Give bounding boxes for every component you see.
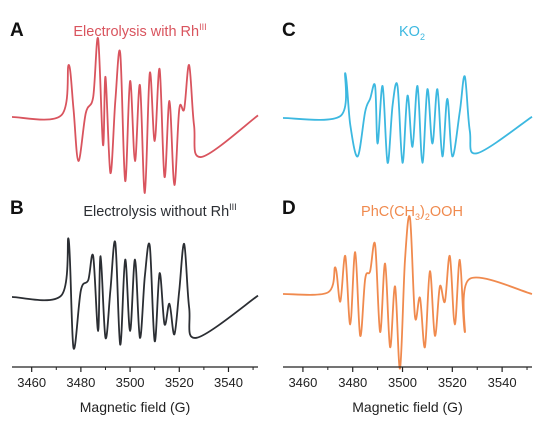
panel-label: C [282,20,296,41]
x-tick-label: 3480 [66,375,95,390]
panel-title: Electrolysis without RhIII [83,202,236,220]
spectrum-line [282,72,533,164]
x-axis-label: Magnetic field (G) [80,399,190,415]
panel-a: A Electrolysis with RhIII [10,20,259,194]
x-tick-label: 3520 [438,375,467,390]
spectrum-line [11,237,259,350]
x-tick-label: 3480 [338,375,367,390]
panel-label: B [10,198,24,219]
panel-d: D PhC(CH3)2OOH 3460 3480 3500 3520 3540 Magneti… [282,198,533,415]
x-axis: 3460 3480 3500 3520 3540 Magnetic field (G) [283,366,532,415]
panel-title: KO2 [399,24,425,42]
x-axis-label: Magnetic field (G) [352,399,462,415]
panel-label: D [282,198,296,219]
panel-label: A [10,20,24,41]
panel-c: C KO2 [282,20,533,164]
x-tick-label: 3520 [165,375,194,390]
x-tick-label: 3540 [488,375,517,390]
x-tick-label: 3460 [288,375,317,390]
x-tick-label: 3500 [388,375,417,390]
spectrum-line [282,215,533,370]
panel-title: Electrolysis with RhIII [73,22,206,40]
x-tick-label: 3500 [116,375,145,390]
panel-title: PhC(CH3)2OOH [361,204,463,222]
x-axis: 3460 3480 3500 3520 3540 Magnetic field (G) [12,366,258,415]
spectrum-line [11,37,259,194]
x-tick-label: 3540 [214,375,243,390]
x-tick-label: 3460 [17,375,46,390]
